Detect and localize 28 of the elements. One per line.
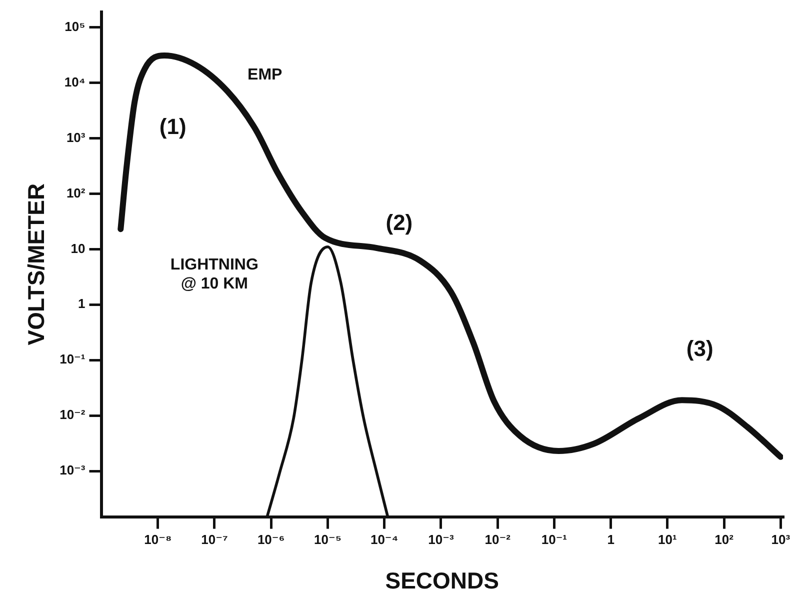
y-tick-label: 10⁵	[64, 18, 86, 34]
x-tick-label: 10⁻⁴	[370, 532, 398, 548]
x-tick-label: 10⁻⁵	[314, 532, 342, 548]
annotation: LIGHTNING @ 10 KM	[170, 256, 258, 292]
y-tick-label: 10⁻³	[60, 462, 86, 478]
annotation: EMP	[248, 66, 283, 84]
y-tick-label: 1	[78, 296, 86, 312]
x-tick-label: 10⁻⁶	[257, 532, 285, 548]
x-tick-label: 10²	[714, 532, 734, 548]
y-tick-label: 10⁻²	[60, 407, 86, 422]
x-tick-label: 10¹	[658, 532, 677, 548]
y-axis-title: VOLTS/METER	[23, 182, 50, 346]
x-tick-label: 10⁻¹	[541, 532, 568, 548]
annotation: (1)	[159, 114, 186, 140]
annotation: (3)	[686, 336, 714, 362]
x-tick-label: 10⁻⁷	[201, 532, 228, 548]
y-tick-label: 10²	[66, 185, 86, 200]
y-tick-label: 10	[70, 240, 86, 256]
x-tick-label: 10³	[771, 532, 791, 548]
x-tick-label: 10⁻³	[428, 532, 454, 548]
y-tick-label: 10⁻¹	[60, 352, 86, 367]
annotation: (2)	[386, 210, 413, 235]
x-tick-label: 10⁻⁸	[144, 532, 172, 548]
x-axis-title: SECONDS	[385, 568, 499, 594]
x-tick-label: 1	[607, 532, 614, 548]
y-tick-label: 10⁴	[64, 74, 86, 90]
x-tick-label: 10⁻²	[484, 532, 512, 548]
y-tick-label: 10³	[66, 130, 86, 145]
